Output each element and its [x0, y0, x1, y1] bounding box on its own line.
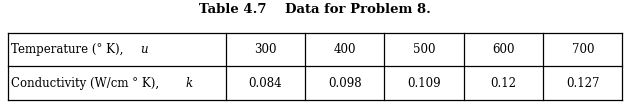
- Text: 700: 700: [571, 43, 594, 56]
- Text: 600: 600: [492, 43, 515, 56]
- Bar: [8, 33, 622, 100]
- Text: 0.084: 0.084: [249, 77, 282, 90]
- Text: 0.12: 0.12: [491, 77, 517, 90]
- Text: Temperature (° K),: Temperature (° K),: [11, 43, 127, 56]
- Text: 0.127: 0.127: [566, 77, 600, 90]
- Text: 400: 400: [333, 43, 356, 56]
- Text: u: u: [140, 43, 148, 56]
- Text: 300: 300: [255, 43, 277, 56]
- Text: k: k: [186, 77, 193, 90]
- Text: 0.109: 0.109: [408, 77, 441, 90]
- Text: 500: 500: [413, 43, 435, 56]
- Text: Table 4.7    Data for Problem 8.: Table 4.7 Data for Problem 8.: [199, 3, 431, 16]
- Text: 0.098: 0.098: [328, 77, 362, 90]
- Text: Conductivity (W/cm ° K),: Conductivity (W/cm ° K),: [11, 77, 163, 90]
